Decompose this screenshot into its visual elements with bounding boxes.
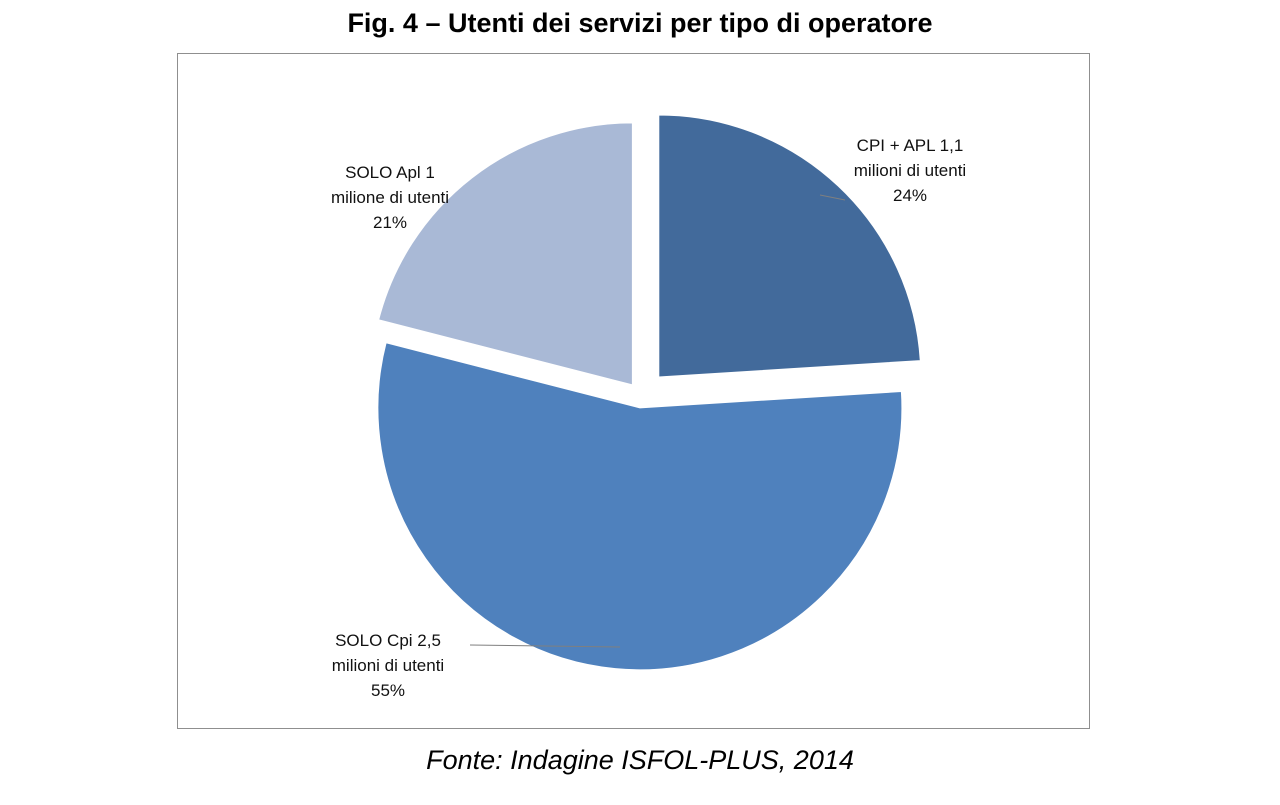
pie-slice-solo-apl — [378, 122, 633, 386]
data-label-cpi-apl-line1: CPI + APL 1,1 — [856, 136, 964, 155]
data-label-solo-apl-line1: SOLO Apl 1 — [345, 163, 435, 182]
leader-line-cpi-apl — [819, 194, 846, 201]
data-label-solo-apl: SOLO Apl 1 milione di utenti 21% — [285, 160, 495, 235]
pie-slice-cpi-apl — [658, 114, 921, 378]
data-label-solo-apl-line2: milione di utenti — [330, 188, 450, 207]
data-label-cpi-apl-percent: 24% — [892, 186, 928, 205]
data-label-solo-apl-percent: 21% — [372, 213, 408, 232]
data-label-solo-cpi-percent: 55% — [370, 681, 406, 700]
data-label-solo-cpi-line2: milioni di utenti — [331, 656, 445, 675]
data-label-solo-cpi: SOLO Cpi 2,5 milioni di utenti 55% — [283, 628, 493, 703]
leader-line-solo-cpi — [469, 644, 621, 648]
data-label-cpi-apl-line2: milioni di utenti — [853, 161, 967, 180]
chart-source-note: Fonte: Indagine ISFOL-PLUS, 2014 — [426, 745, 854, 775]
data-label-solo-cpi-line1: SOLO Cpi 2,5 — [335, 631, 441, 650]
data-label-cpi-apl: CPI + APL 1,1 milioni di utenti 24% — [810, 133, 1010, 208]
pie-slice-solo-cpi — [377, 342, 903, 671]
chart-title: Fig. 4 – Utenti dei servizi per tipo di … — [347, 8, 933, 38]
